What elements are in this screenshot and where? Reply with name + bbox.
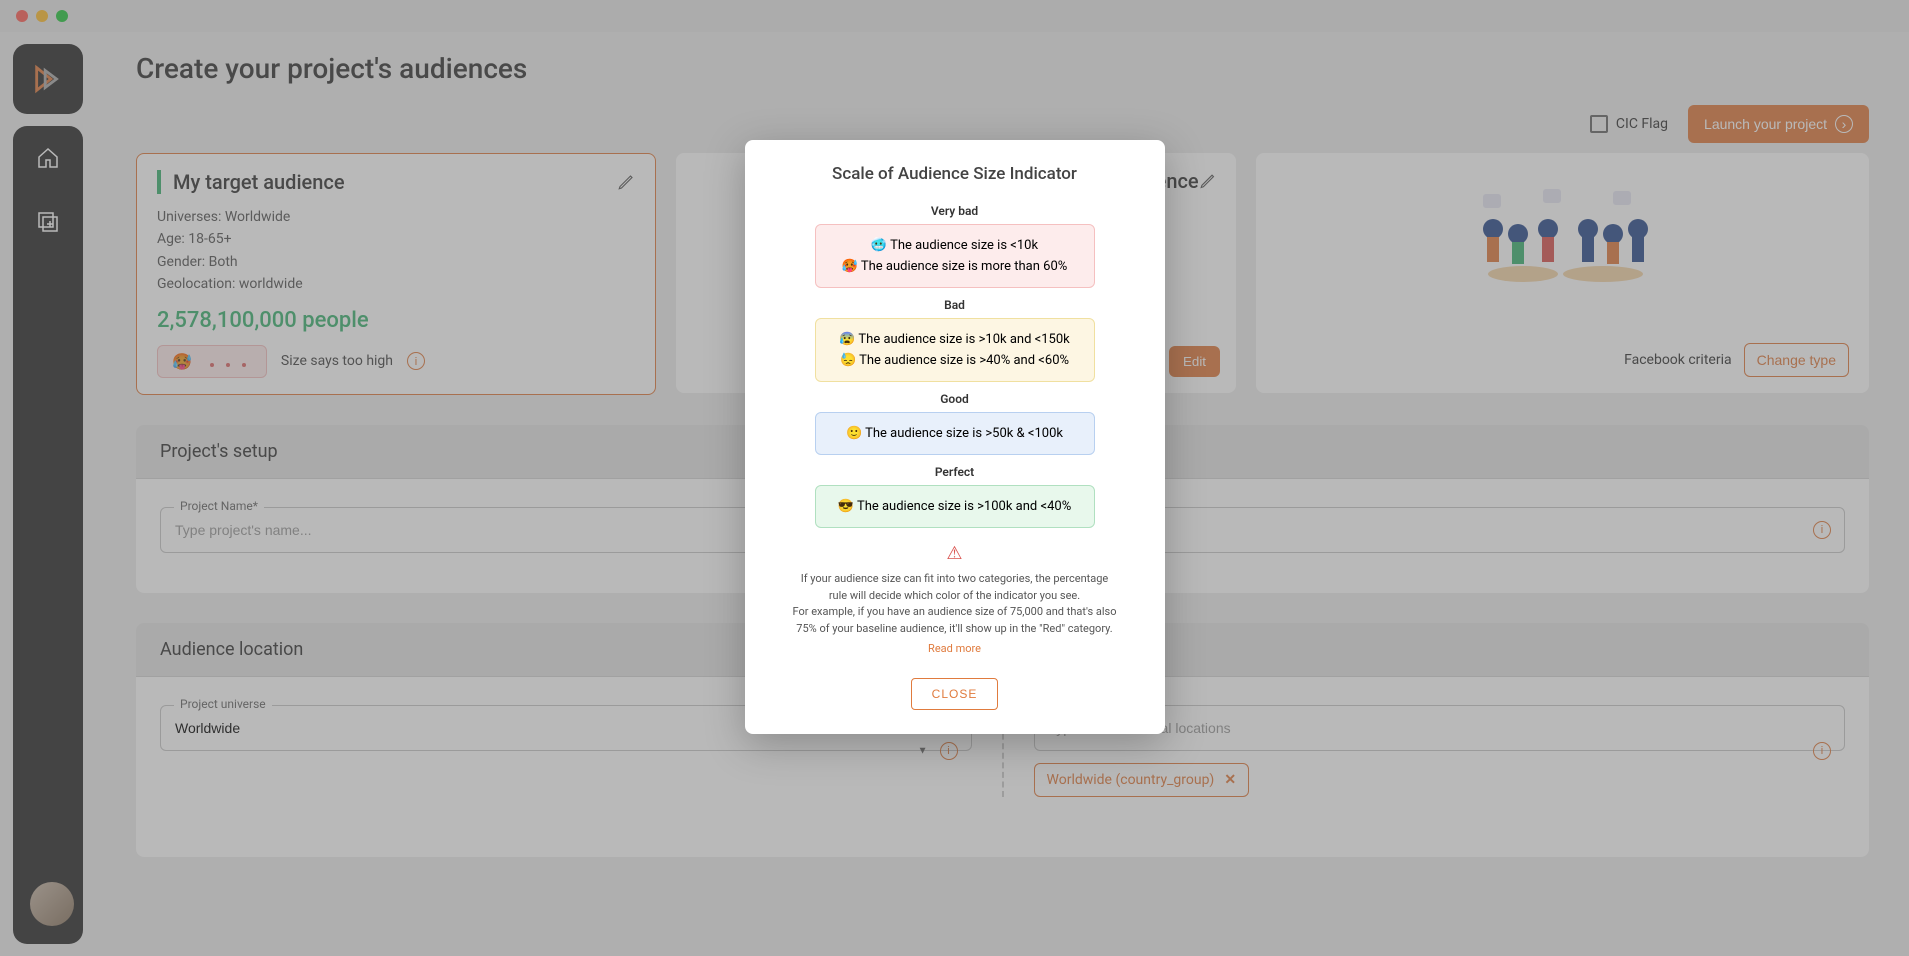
scale-box-verybad: 🥶 The audience size is <10k 🥵 The audien… — [815, 224, 1095, 288]
modal-note: ⚠ If your audience size can fit into two… — [765, 540, 1145, 658]
scale-box-perfect: 😎 The audience size is >100k and <40% — [815, 485, 1095, 528]
warning-icon: ⚠ — [793, 540, 1117, 567]
modal-title: Scale of Audience Size Indicator — [765, 164, 1145, 184]
scale-box-good: 🙂 The audience size is >50k & <100k — [815, 412, 1095, 455]
scale-label-perfect: Perfect — [765, 465, 1145, 479]
scale-label-verybad: Very bad — [765, 204, 1145, 218]
modal-overlay[interactable]: Scale of Audience Size Indicator Very ba… — [0, 0, 1909, 956]
read-more-link[interactable]: Read more — [793, 641, 1117, 658]
close-button[interactable]: CLOSE — [911, 678, 999, 710]
scale-label-good: Good — [765, 392, 1145, 406]
scale-box-bad: 😰 The audience size is >10k and <150k 😓 … — [815, 318, 1095, 382]
scale-label-bad: Bad — [765, 298, 1145, 312]
scale-modal: Scale of Audience Size Indicator Very ba… — [745, 140, 1165, 734]
window-frame: Create your project's audiences CIC Flag… — [0, 0, 1909, 956]
